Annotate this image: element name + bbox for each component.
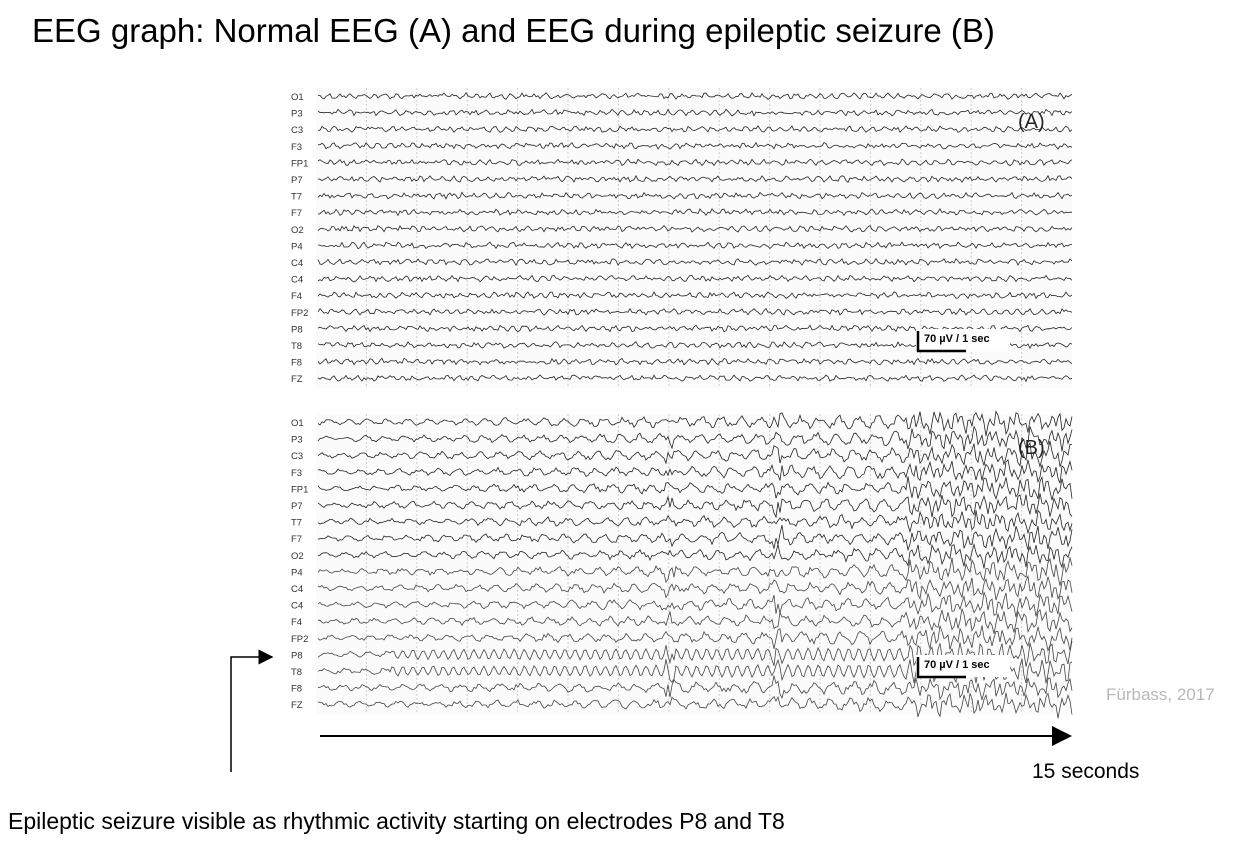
channel-label: T7 xyxy=(291,192,302,203)
eeg-trace xyxy=(318,92,1073,100)
eeg-trace xyxy=(317,291,1073,300)
channel-label: C4 xyxy=(291,584,303,595)
panel-label: (A) xyxy=(1018,111,1045,133)
channel-label: P4 xyxy=(291,241,303,252)
scale-label: 70 µV / 1 sec xyxy=(924,333,990,345)
eeg-trace xyxy=(317,257,1073,267)
channel-label: F7 xyxy=(291,534,302,545)
eeg-trace xyxy=(317,410,1073,437)
eeg-trace xyxy=(317,307,1073,316)
eeg-trace xyxy=(317,458,1073,484)
channel-label: F4 xyxy=(291,617,302,628)
credit-label: Fürbass, 2017 xyxy=(1106,685,1215,704)
eeg-trace xyxy=(317,509,1073,535)
channel-label: F4 xyxy=(291,291,302,302)
channel-label: O1 xyxy=(291,92,304,103)
channel-label: P3 xyxy=(291,109,303,120)
eeg-trace xyxy=(317,640,1073,667)
channel-label: FZ xyxy=(291,374,303,385)
eeg-trace xyxy=(317,141,1073,150)
channel-label: P4 xyxy=(291,567,303,578)
figure-caption: Epileptic seizure visible as rhythmic ac… xyxy=(8,808,785,834)
channel-label: C3 xyxy=(291,451,303,462)
scale-label: 70 µV / 1 sec xyxy=(924,659,990,671)
channel-label: FP1 xyxy=(291,484,308,495)
eeg-trace xyxy=(317,493,1073,519)
seizure-pointer-arrow xyxy=(230,649,274,772)
channel-label: FP1 xyxy=(291,158,308,169)
eeg-trace xyxy=(317,440,1073,469)
channel-label: F3 xyxy=(291,468,302,479)
eeg-trace xyxy=(317,174,1073,183)
channel-label: P7 xyxy=(291,175,303,186)
eeg-trace xyxy=(317,224,1073,233)
scale-bar xyxy=(916,331,966,353)
duration-label: 15 seconds xyxy=(1032,760,1140,783)
eeg-trace xyxy=(317,241,1072,250)
eeg-trace xyxy=(317,608,1073,634)
eeg-trace xyxy=(317,590,1073,618)
eeg-trace xyxy=(317,542,1073,569)
eeg-trace xyxy=(317,274,1073,283)
channel-label: P8 xyxy=(291,324,303,335)
eeg-trace xyxy=(317,525,1073,552)
eeg-trace xyxy=(317,324,1073,333)
channel-label: T8 xyxy=(291,341,302,352)
eeg-trace xyxy=(317,692,1073,719)
channel-label: C4 xyxy=(291,601,303,612)
channel-label: FP2 xyxy=(291,634,308,645)
channel-label: F3 xyxy=(291,142,302,153)
channel-label: T7 xyxy=(291,518,302,529)
panel-label: (B) xyxy=(1018,437,1045,459)
channel-label: C4 xyxy=(291,258,303,269)
channel-label: F8 xyxy=(291,358,302,369)
eeg-trace xyxy=(317,191,1073,200)
eeg-trace xyxy=(317,425,1073,452)
eeg-trace xyxy=(317,108,1073,117)
eeg-trace xyxy=(317,675,1073,701)
eeg-trace xyxy=(317,125,1073,133)
eeg-trace xyxy=(317,625,1073,653)
panel-b: O1 P3 C3 F3 FP1 P7 T7 F7 O2 P4 C4 C4 F4 FP2 P8 T8 F8 FZ (B… xyxy=(291,410,1073,719)
channel-label: FZ xyxy=(291,700,303,711)
eeg-trace xyxy=(317,374,1073,383)
panel-a: O1 P3 C3 F3 FP1 P7 T7 F7 O2 P4 C4 C4 F4 FP2 P8 T8 F8 FZ (A… xyxy=(291,88,1073,389)
channel-label: F7 xyxy=(291,208,302,219)
channel-label: C3 xyxy=(291,125,303,136)
scale-bar xyxy=(916,657,966,679)
eeg-trace xyxy=(317,208,1073,217)
channel-label: T8 xyxy=(291,667,302,678)
channel-label: C4 xyxy=(291,275,303,286)
channel-label: O2 xyxy=(291,551,304,562)
scale-bar-background xyxy=(916,329,1010,351)
channel-label: P7 xyxy=(291,501,303,512)
eeg-trace xyxy=(317,158,1073,167)
eeg-trace xyxy=(317,574,1073,601)
eeg-trace xyxy=(317,357,1073,366)
page-title: EEG graph: Normal EEG (A) and EEG during… xyxy=(32,12,995,49)
channel-label: P8 xyxy=(291,650,303,661)
scale-bar-background xyxy=(916,655,1010,677)
channel-label: F8 xyxy=(291,684,302,695)
channel-label: FP2 xyxy=(291,308,308,319)
channel-label: P3 xyxy=(291,435,303,446)
eeg-trace xyxy=(317,557,1073,586)
channel-label: O2 xyxy=(291,225,304,236)
eeg-trace xyxy=(317,475,1073,501)
channel-label: O1 xyxy=(291,418,304,429)
